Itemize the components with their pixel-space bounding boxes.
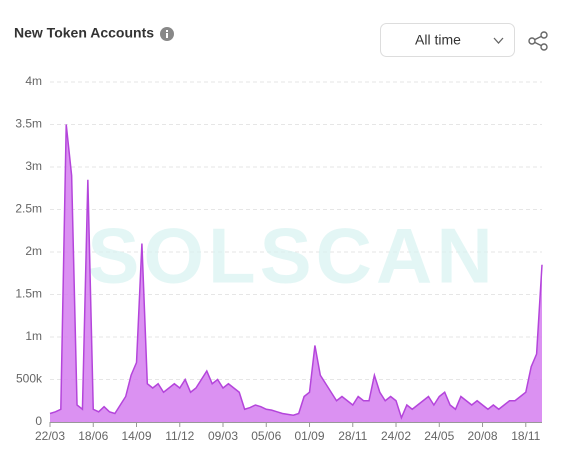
y-tick-label: 1m xyxy=(25,329,42,343)
y-tick-label: 3.5m xyxy=(15,117,42,131)
x-tick-label: 24/02 xyxy=(381,429,411,443)
y-tick-label: 4m xyxy=(25,74,42,88)
x-tick-label: 14/09 xyxy=(121,429,151,443)
y-tick-label: 0 xyxy=(35,414,42,428)
x-tick-label: 18/11 xyxy=(511,429,540,443)
info-icon[interactable] xyxy=(160,27,174,41)
x-tick-label: 01/09 xyxy=(295,429,325,443)
chart-title: New Token Accounts xyxy=(14,25,154,41)
x-tick-label: 20/08 xyxy=(468,429,498,443)
line xyxy=(49,124,543,420)
dropdown-label: All time xyxy=(415,32,461,48)
y-tick-label: 1.5m xyxy=(15,287,42,301)
x-tick-label: 22/03 xyxy=(35,429,65,443)
x-tick-label: 24/05 xyxy=(424,429,454,443)
x-tick-label: 05/06 xyxy=(251,429,281,443)
watermark: SOLSCAN xyxy=(87,212,496,300)
x-tick-label: 09/03 xyxy=(208,429,238,443)
x-tick-label: 28/11 xyxy=(338,429,367,443)
share-icon[interactable] xyxy=(528,31,548,51)
x-tick-label: 18/06 xyxy=(78,429,108,443)
y-tick-label: 2.5m xyxy=(15,202,42,216)
y-tick-label: 500k xyxy=(16,372,43,386)
y-tick-label: 2m xyxy=(25,244,42,258)
x-tick-label: 11/12 xyxy=(165,429,194,443)
range-dropdown[interactable]: All time xyxy=(380,23,515,57)
y-tick-label: 3m xyxy=(25,159,42,173)
